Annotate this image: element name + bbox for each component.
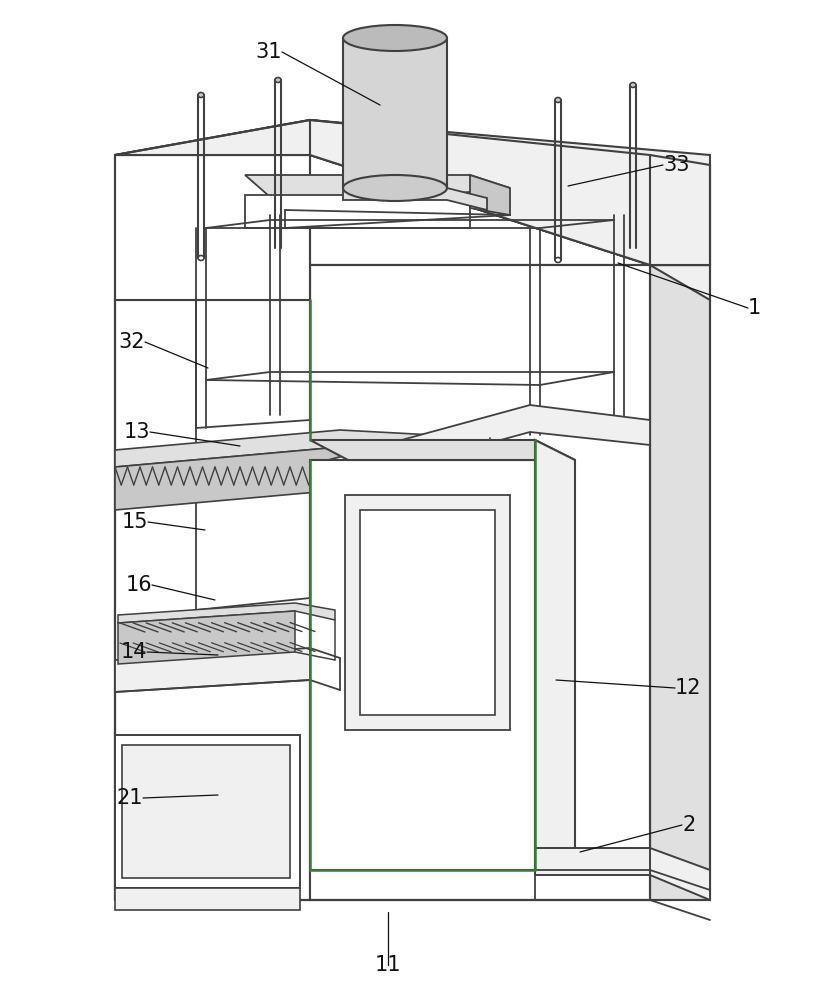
- Polygon shape: [115, 155, 310, 300]
- Bar: [122, 745, 290, 878]
- Polygon shape: [118, 611, 295, 664]
- Polygon shape: [470, 175, 510, 215]
- Text: 33: 33: [663, 155, 690, 175]
- Text: 16: 16: [126, 575, 152, 595]
- Bar: [345, 495, 510, 730]
- Bar: [115, 888, 300, 910]
- Polygon shape: [343, 188, 487, 210]
- Text: 14: 14: [121, 642, 147, 662]
- Text: 21: 21: [116, 788, 143, 808]
- Polygon shape: [245, 175, 510, 210]
- Bar: [360, 510, 495, 715]
- Polygon shape: [118, 603, 335, 623]
- Text: 11: 11: [375, 955, 401, 975]
- Polygon shape: [115, 447, 340, 510]
- Polygon shape: [535, 440, 575, 870]
- Ellipse shape: [555, 98, 561, 103]
- Polygon shape: [115, 120, 710, 265]
- Ellipse shape: [630, 83, 636, 88]
- Text: 2: 2: [682, 815, 695, 835]
- Polygon shape: [310, 460, 535, 870]
- Text: 13: 13: [124, 422, 150, 442]
- Polygon shape: [310, 265, 650, 900]
- Polygon shape: [115, 430, 490, 467]
- Text: 32: 32: [118, 332, 145, 352]
- Polygon shape: [115, 648, 310, 692]
- Ellipse shape: [275, 78, 281, 83]
- Ellipse shape: [198, 93, 204, 98]
- Polygon shape: [115, 120, 710, 265]
- Text: 12: 12: [675, 678, 701, 698]
- Polygon shape: [310, 120, 650, 265]
- Ellipse shape: [343, 175, 447, 201]
- Ellipse shape: [343, 25, 447, 51]
- Polygon shape: [310, 405, 650, 492]
- Bar: [343, 38, 447, 188]
- Polygon shape: [245, 195, 470, 228]
- Text: 31: 31: [255, 42, 282, 62]
- Ellipse shape: [198, 255, 204, 260]
- Polygon shape: [310, 265, 710, 300]
- Polygon shape: [535, 848, 710, 900]
- Polygon shape: [115, 300, 310, 900]
- Text: 1: 1: [748, 298, 762, 318]
- Polygon shape: [650, 265, 710, 900]
- Text: 15: 15: [121, 512, 148, 532]
- Ellipse shape: [555, 257, 561, 262]
- Polygon shape: [310, 440, 575, 460]
- Bar: [115, 735, 300, 888]
